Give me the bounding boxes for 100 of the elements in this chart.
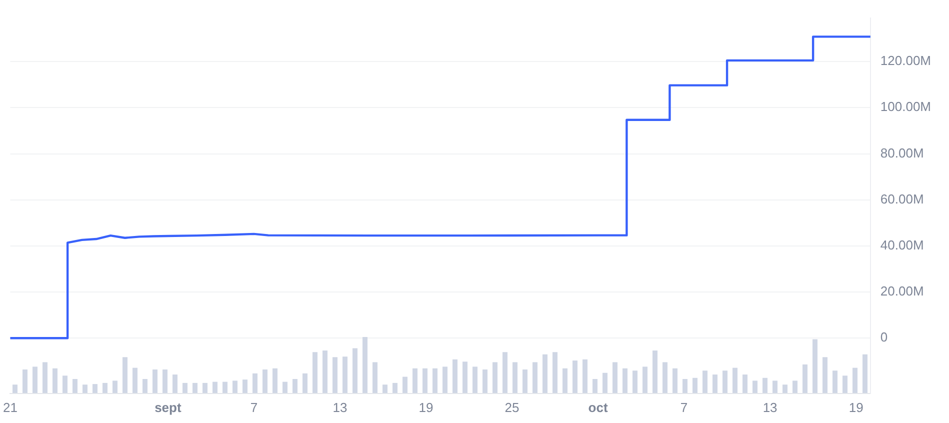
bar [252,373,258,393]
bar [432,368,438,393]
bar [22,369,28,393]
bar [282,382,288,393]
bar [182,382,188,393]
bar [692,378,698,393]
bar [152,369,158,393]
y-tick-label: 100.00M [880,99,932,114]
bar [452,359,458,393]
bar [362,337,368,393]
y-tick-label: 0 [880,330,888,345]
x-tick-label: 21 [2,400,18,415]
bar [292,379,298,393]
bar [12,384,18,393]
bar [312,352,318,393]
bar [572,360,578,393]
bar [142,379,148,393]
bar [72,379,78,393]
bar [42,362,48,393]
y-tick-label: 120.00M [880,53,932,68]
bar [232,380,238,393]
bar [62,376,68,393]
bar [102,382,108,393]
bar [552,352,558,393]
bar [302,373,308,393]
bar [472,366,478,393]
bar [722,370,728,393]
bar [332,357,338,393]
bar [612,362,618,393]
bar [532,362,538,393]
bar [342,356,348,393]
bar [652,350,658,393]
bar [542,354,548,393]
x-tick-label: 25 [504,400,520,415]
bar [812,339,818,393]
bar [522,369,528,393]
bar [162,369,168,393]
bar [242,380,248,393]
x-tick-label: 19 [848,400,864,415]
bar [712,374,718,393]
bar [772,380,778,393]
bar [172,374,178,393]
bar [442,366,448,393]
bar [82,384,88,393]
y-tick-label: 60.00M [880,191,924,206]
bar [852,368,858,393]
bar [762,378,768,393]
bar [262,369,268,393]
y-tick-label: 20.00M [880,284,924,299]
bar [732,368,738,393]
bar [272,368,278,393]
bar [132,368,138,393]
bar [582,359,588,393]
bar [462,362,468,393]
bar [112,380,118,393]
bar [352,348,358,393]
bar [822,357,828,393]
bar [662,362,668,393]
bar [322,350,328,393]
x-tick-label: 7 [680,400,688,415]
bar [412,368,418,393]
bar [622,368,628,393]
bar [702,370,708,393]
bar [372,362,378,393]
bar [392,382,398,393]
bar [512,362,518,393]
bar [212,382,218,393]
bar [742,374,748,393]
bar [422,368,428,393]
bar [862,354,868,393]
bar [842,376,848,393]
y-tick-label: 40.00M [880,238,924,253]
x-tick-label: sept [154,400,182,415]
bar [792,380,798,393]
bar [92,384,98,393]
bar [482,369,488,393]
bar [802,364,808,393]
x-tick-label: 19 [418,400,434,415]
bar [122,357,128,393]
bar [382,384,388,393]
bar [752,380,758,393]
bar [592,379,598,393]
bar [682,379,688,393]
bar [502,352,508,393]
bar [672,368,678,393]
bar [632,370,638,393]
x-tick-label: 13 [762,400,778,415]
bar [222,382,228,393]
bar [602,372,608,393]
bar [402,376,408,393]
bar [52,368,58,393]
bar [832,370,838,393]
bar [782,384,788,393]
x-tick-label: 7 [250,400,258,415]
bar [202,382,208,393]
bar [492,362,498,393]
bar [562,368,568,393]
x-tick-label: oct [588,400,608,415]
x-tick-label: 13 [332,400,348,415]
y-tick-label: 80.00M [880,145,924,160]
